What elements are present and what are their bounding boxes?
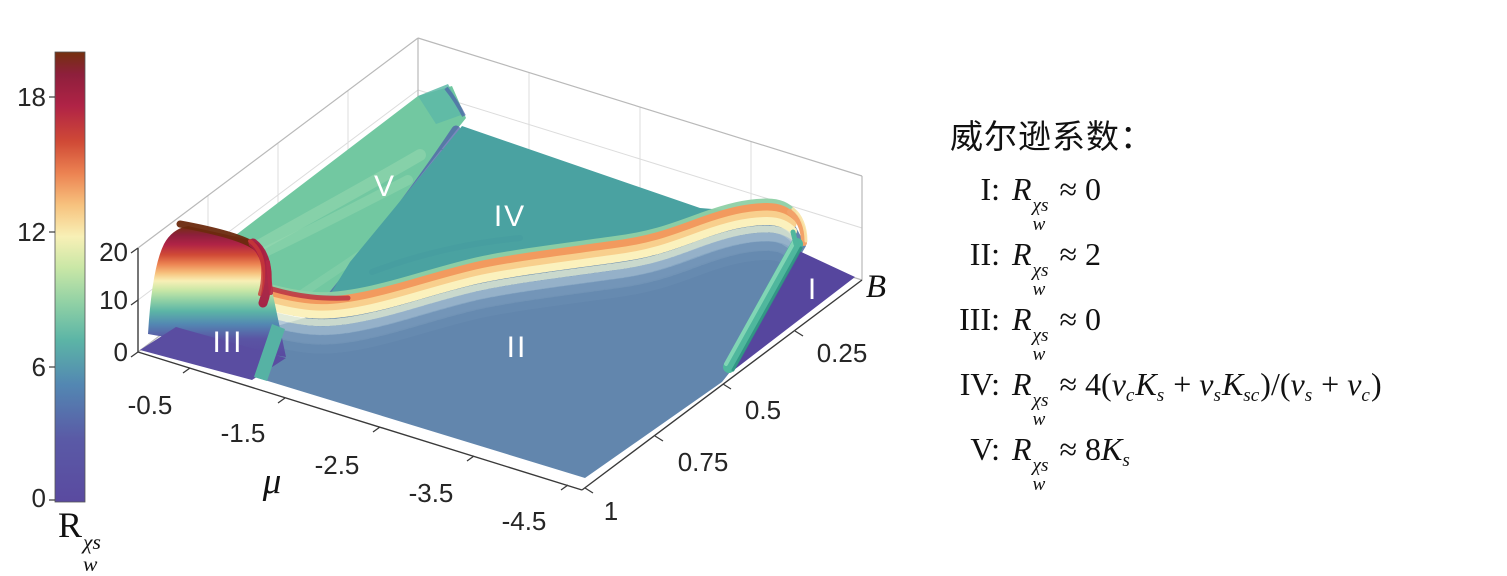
step-III-II (254, 324, 285, 381)
z-tick-label: 0 (114, 337, 128, 367)
surface-back-bump-fringe (444, 86, 466, 117)
ridge-wall (148, 226, 286, 357)
legend-numeral: IV: (959, 366, 1000, 402)
surface-terrace (242, 149, 426, 258)
tick-marks (130, 247, 804, 494)
legend-numeral: V: (970, 431, 1000, 467)
region-label-IV: IV (494, 200, 526, 233)
z-tick-label: 20 (99, 237, 128, 267)
ridge-IV-II (267, 198, 808, 354)
y-tick-label: 0.5 (745, 395, 781, 425)
y-tick-label: 0.75 (678, 447, 729, 477)
region-label-V: V (374, 170, 396, 203)
legend-numeral: I: (980, 171, 1000, 207)
x-tick-label: -0.5 (128, 390, 173, 420)
x-tick-label: -2.5 (315, 450, 360, 480)
surface-region-III (140, 327, 286, 380)
region-label-III: III (212, 326, 243, 359)
x-axis-line (137, 351, 583, 491)
x-axis-name: μ (262, 461, 282, 502)
region-label-II: II (507, 331, 528, 364)
surface-shading (369, 235, 523, 275)
x-tick-label: -3.5 (409, 478, 454, 508)
colorbar-ticks (49, 96, 55, 501)
colorbar-tick-label: 12 (17, 217, 46, 247)
colorbar-tick-label: 0 (32, 483, 46, 513)
ridge-wall-top (176, 220, 273, 308)
colorbar-tick-label: 18 (17, 82, 46, 112)
x-tick-label: -1.5 (221, 418, 266, 448)
colorbar-gradient (54, 51, 86, 503)
region-labels: III V IV II I (212, 170, 818, 364)
legend-numeral: II: (969, 236, 1000, 272)
ridge-region-I (723, 229, 803, 373)
surface-region-IV (318, 126, 762, 314)
legend-title: 威尔逊系数： (950, 120, 1154, 156)
legend-numeral: III: (959, 301, 1000, 337)
y-axis-name: B (866, 269, 886, 305)
surface-region-I (730, 250, 855, 373)
box-top-edge-right (417, 37, 863, 177)
x-tick-label: -4.5 (502, 506, 547, 536)
y-axis-line (581, 279, 863, 491)
y-tick-label: 1 (604, 496, 618, 526)
axis-tick-labels: -0.5 -1.5 -2.5 -3.5 -4.5 0.25 0.5 0.75 1… (99, 237, 886, 536)
surface-region-II (258, 213, 806, 478)
colorbar: 18 12 6 0 (17, 51, 86, 513)
surface-3d (140, 84, 855, 478)
colorbar-tick-label: 6 (32, 352, 46, 382)
z-tick-label: 10 (99, 285, 128, 315)
region-label-I: I (808, 273, 818, 306)
y-tick-label: 0.25 (817, 338, 868, 368)
axes-front (130, 247, 863, 494)
box-top-edge-left (137, 37, 419, 249)
